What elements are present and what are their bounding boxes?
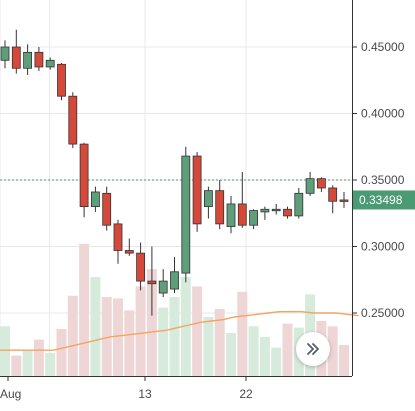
volume-bar [22, 350, 33, 376]
volume-bar [135, 286, 146, 376]
volume-bar [79, 243, 90, 376]
candle-body [203, 190, 213, 207]
candle-body [147, 280, 157, 285]
candle-body [215, 190, 225, 225]
candle-body [124, 250, 134, 254]
volume-bar [169, 297, 180, 376]
volume-bar [327, 326, 338, 376]
candle-body [102, 192, 112, 226]
volume-bar [56, 328, 67, 376]
volume-bar [113, 298, 123, 376]
candle-body [0, 46, 10, 61]
volume-bar [237, 291, 248, 376]
last-price-badge-background [353, 190, 415, 210]
volume-bar [158, 307, 169, 376]
last-price-badge: 0.33498 [353, 190, 415, 210]
price-tick-label: 0.25000 [361, 306, 405, 320]
volume-bar [90, 277, 101, 376]
candle-body [34, 51, 44, 68]
time-tick-label: 13 [138, 387, 152, 401]
volume-bar [339, 344, 349, 376]
price-tick-label: 0.45000 [361, 40, 405, 54]
volume-bar [101, 297, 112, 376]
candle-body [328, 187, 338, 202]
volume-bar [282, 323, 293, 376]
volume-bar [11, 355, 22, 376]
candle-body [57, 63, 66, 97]
volume-bar [33, 339, 44, 376]
last-price-label: 0.33498 [359, 193, 403, 207]
volume-bar [0, 326, 10, 376]
volume-bar [192, 286, 203, 376]
candle-body [158, 280, 168, 294]
volume-bar [146, 269, 157, 376]
candle-body [136, 252, 146, 282]
volume-bar [214, 309, 225, 376]
time-tick-label: Aug [0, 387, 21, 401]
candle-body [283, 208, 292, 217]
candle-body [192, 155, 202, 225]
candle-body [181, 155, 191, 274]
volume-bar [180, 277, 191, 376]
time-tick-label: 22 [239, 387, 253, 401]
volume-bar [124, 310, 135, 376]
price-axis[interactable]: 0.45000 0.40000 0.35000 0.30000 0.25000 [352, 40, 405, 320]
candle-body [339, 199, 349, 202]
candle-body [271, 208, 281, 212]
scroll-to-latest-button[interactable] [296, 332, 330, 366]
volume-moving-average-line [0, 311, 359, 351]
volume-bar [203, 316, 214, 376]
time-axis[interactable]: Aug 13 22 [0, 376, 253, 401]
price-tick-label: 0.30000 [361, 240, 405, 254]
candle-body [113, 223, 123, 251]
candle-body [79, 143, 89, 207]
candle-body [249, 210, 259, 226]
candle-body [305, 178, 315, 194]
candle-body [237, 203, 247, 226]
volume-bar [259, 336, 270, 376]
candle-body [294, 192, 304, 217]
candle-body [226, 203, 236, 227]
candle-body [316, 178, 326, 189]
candle-body [45, 59, 55, 68]
candle-body [91, 191, 100, 208]
candle-body [260, 208, 270, 213]
double-chevron-right-icon [307, 343, 319, 355]
volume-bar [271, 347, 282, 376]
price-tick-label: 0.35000 [361, 173, 405, 187]
volume-bar [248, 326, 259, 376]
volume-bar [67, 295, 78, 376]
candle-body [11, 46, 21, 69]
candlesticks [0, 29, 349, 316]
volume-bar [45, 352, 56, 376]
price-tick-label: 0.40000 [361, 107, 405, 121]
candle-body [23, 51, 33, 69]
candle-body [170, 271, 179, 290]
volume-bar [226, 332, 236, 376]
candle-body [68, 95, 78, 145]
